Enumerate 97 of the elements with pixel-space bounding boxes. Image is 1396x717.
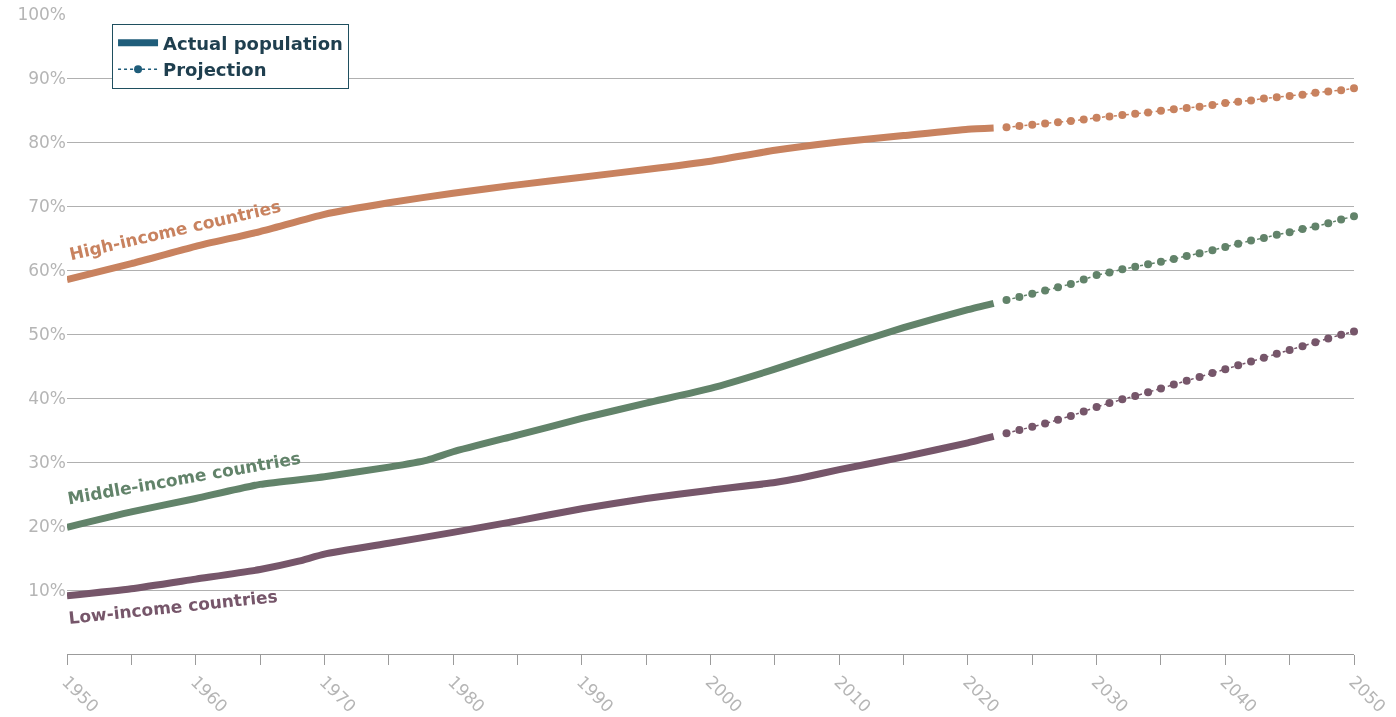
point [1015, 292, 1024, 301]
point [1066, 411, 1075, 420]
point [1350, 212, 1358, 221]
y-tick-label: 50% [28, 323, 66, 344]
point [1337, 86, 1346, 95]
y-tick-label: 100% [17, 3, 66, 24]
point [1324, 219, 1333, 228]
point [1092, 402, 1101, 411]
y-tick-label: 80% [28, 131, 66, 152]
point [1156, 384, 1165, 393]
y-tick-label: 40% [28, 387, 66, 408]
point [1053, 415, 1062, 424]
y-tick-label: 30% [28, 451, 66, 472]
point [1324, 87, 1333, 96]
point [1350, 84, 1358, 93]
point [1247, 236, 1256, 245]
point [1144, 260, 1153, 269]
y-tick-label: 10% [28, 579, 66, 600]
point [1337, 330, 1346, 339]
point [1259, 234, 1268, 242]
point [1105, 112, 1114, 121]
y-tick-label: 70% [28, 195, 66, 216]
point [1131, 109, 1140, 118]
point [1182, 376, 1191, 385]
point [1066, 280, 1075, 289]
legend-label: Projection [163, 59, 267, 81]
y-tick-label: 60% [28, 259, 66, 280]
point [1285, 91, 1294, 100]
point [1053, 283, 1062, 292]
point [1144, 388, 1153, 397]
point [1066, 116, 1075, 125]
point [1041, 286, 1050, 295]
point [1234, 97, 1243, 106]
point [1169, 255, 1178, 264]
point [1298, 90, 1307, 99]
point [1053, 118, 1062, 127]
point [1324, 334, 1333, 343]
point [1169, 105, 1178, 114]
point [1092, 271, 1101, 280]
point [1182, 104, 1191, 113]
point [1041, 419, 1050, 428]
point [1350, 327, 1358, 336]
point [1247, 96, 1256, 105]
point [1298, 225, 1307, 234]
point [1002, 123, 1011, 132]
point [1272, 349, 1281, 358]
point [1298, 342, 1307, 351]
point [1208, 369, 1217, 378]
point [1105, 268, 1114, 277]
point [1028, 289, 1037, 298]
point [1234, 361, 1243, 370]
point [1131, 392, 1140, 401]
annotation: Low-income countries [67, 586, 279, 628]
point [1208, 246, 1217, 255]
point [1195, 372, 1204, 381]
point [1079, 407, 1088, 416]
point [1337, 215, 1346, 224]
point [1028, 120, 1037, 129]
point [1311, 338, 1320, 347]
point [1002, 429, 1011, 438]
point [1105, 399, 1114, 408]
point [1156, 257, 1165, 266]
point [1221, 242, 1230, 251]
legend-label: Actual population [163, 32, 343, 54]
point [1311, 88, 1320, 97]
point [1118, 265, 1127, 274]
point [1311, 222, 1320, 231]
point [1285, 228, 1294, 237]
point [1182, 251, 1191, 260]
point [1118, 111, 1127, 120]
point [1092, 113, 1101, 122]
y-tick-label: 20% [28, 515, 66, 536]
point [1028, 422, 1037, 431]
point [1272, 93, 1281, 102]
point [1169, 380, 1178, 389]
point [1208, 100, 1217, 109]
point [1285, 346, 1294, 354]
point [1015, 426, 1024, 434]
point [1118, 395, 1127, 404]
point [1234, 239, 1243, 248]
point [1079, 275, 1088, 284]
point [1195, 249, 1204, 258]
point [1041, 119, 1050, 128]
point [1221, 98, 1230, 107]
point [1079, 115, 1088, 124]
point [1221, 365, 1230, 374]
point [1156, 106, 1165, 115]
y-tick-label: 90% [28, 67, 66, 88]
point [1259, 353, 1268, 362]
point [1015, 122, 1024, 130]
point [1144, 108, 1153, 117]
point [1247, 357, 1256, 366]
point [1259, 94, 1268, 103]
point [1002, 296, 1011, 305]
point [1131, 262, 1140, 271]
point [1272, 230, 1281, 239]
point [1195, 102, 1204, 111]
